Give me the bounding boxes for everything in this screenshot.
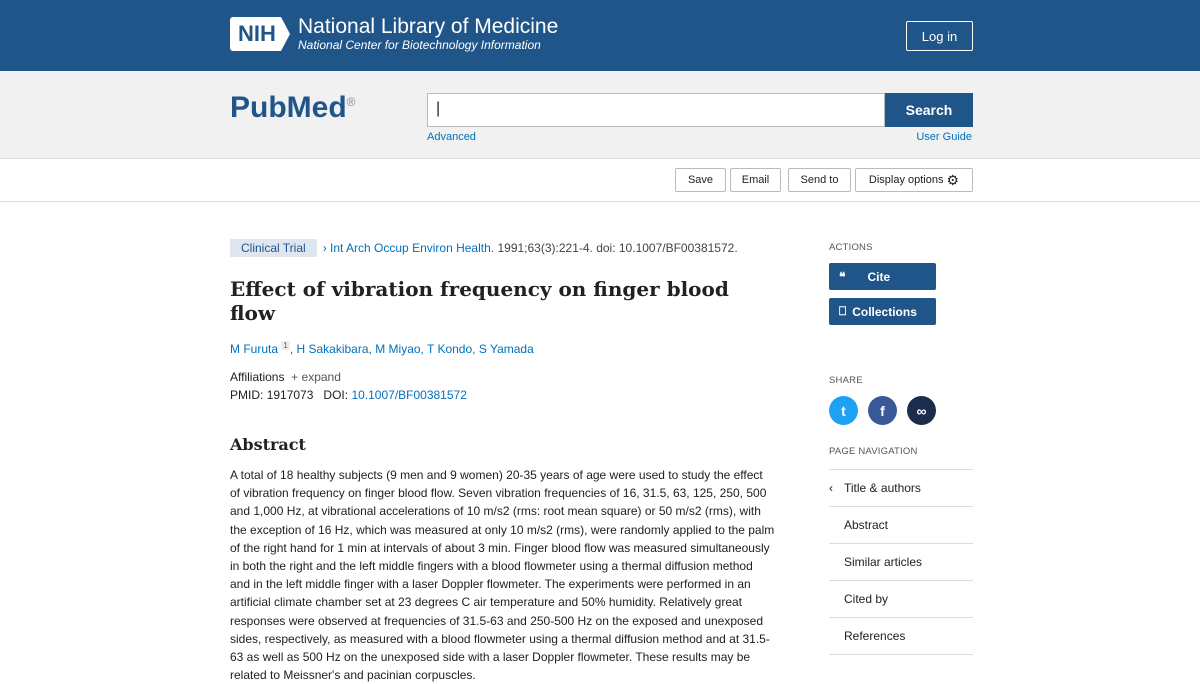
nav-cited-by[interactable]: Cited by bbox=[829, 581, 973, 618]
toolbar: Save Email Send to Display options ⚙ bbox=[0, 159, 1200, 202]
link-icon[interactable]: ∞ bbox=[907, 396, 936, 425]
abstract-text: A total of 18 healthy subjects (9 men an… bbox=[230, 468, 775, 683]
display-options-label: Display options bbox=[868, 174, 944, 186]
collections-label: Collections bbox=[852, 304, 917, 319]
chevron-left-icon: ‹ bbox=[829, 481, 833, 495]
twitter-icon[interactable]: t bbox=[829, 396, 858, 425]
cite-label: Cite bbox=[867, 269, 891, 284]
citation: 1991;63(3):221-4. doi: 10.1007/BF0038157… bbox=[497, 241, 738, 255]
search-bar: PubMed® | Search Advanced User Guide bbox=[0, 71, 1200, 159]
affiliations-label: Affiliations bbox=[230, 370, 285, 384]
send-to-button[interactable]: Send to bbox=[788, 168, 851, 192]
cite-button[interactable]: ❝ Cite bbox=[829, 263, 936, 290]
article-title: Effect of vibration frequency on finger … bbox=[230, 277, 729, 325]
abstract-heading: Abstract bbox=[230, 435, 306, 454]
nih-badge: NIH bbox=[230, 17, 290, 51]
nav-label: References bbox=[844, 629, 906, 643]
expand-label: expand bbox=[301, 370, 341, 384]
author-link[interactable]: H Sakakibara bbox=[296, 342, 369, 356]
affiliation-ref[interactable]: 1 bbox=[281, 341, 290, 350]
author-link[interactable]: S Yamada bbox=[478, 342, 534, 356]
nav-label: Cited by bbox=[844, 592, 889, 606]
sidebar: ACTIONS ❝ Cite ⎕ Collections SHARE t f ∞ P… bbox=[829, 242, 973, 655]
ids-row: PMID: 1917073 DOI: 10.1007/BF00381572 bbox=[230, 388, 775, 402]
nav-title-authors[interactable]: ‹ Title & authors bbox=[829, 470, 973, 507]
pubmed-logo[interactable]: PubMed® bbox=[230, 91, 356, 124]
ncbi-subtitle: National Center for Biotechnology Inform… bbox=[298, 38, 541, 52]
nav-label: Title & authors bbox=[844, 481, 921, 495]
nav-references[interactable]: References bbox=[829, 618, 973, 655]
actions-label: ACTIONS bbox=[829, 242, 873, 253]
journal-link[interactable]: Int Arch Occup Environ Health. bbox=[330, 241, 495, 255]
chevron-right-icon: › bbox=[322, 241, 327, 255]
doi-label: DOI: bbox=[323, 388, 349, 402]
facebook-icon[interactable]: f bbox=[868, 396, 897, 425]
advanced-link[interactable]: Advanced bbox=[427, 131, 476, 143]
nav-abstract[interactable]: Abstract bbox=[829, 507, 973, 544]
quote-icon: ❝ bbox=[839, 269, 846, 284]
nlm-title: National Library of Medicine bbox=[298, 15, 559, 38]
email-button[interactable]: Email bbox=[730, 168, 781, 192]
affiliations-row: Affiliations + expand bbox=[230, 370, 775, 384]
author-link[interactable]: M Furuta bbox=[230, 342, 279, 356]
search-button[interactable]: Search bbox=[885, 93, 973, 127]
share-label: SHARE bbox=[829, 375, 863, 386]
pubmed-logo-text: PubMed bbox=[230, 91, 347, 124]
search-input[interactable]: | bbox=[427, 93, 885, 127]
nav-label: Similar articles bbox=[844, 555, 923, 569]
author-link[interactable]: T Kondo bbox=[427, 342, 473, 356]
article-type-badge: Clinical Trial bbox=[230, 239, 317, 257]
plus-icon: + bbox=[291, 370, 299, 384]
author-link[interactable]: M Miyao bbox=[375, 342, 421, 356]
author-list: M Furuta 1, H Sakakibara, M Miyao, T Kon… bbox=[230, 341, 534, 356]
page-nav-label: PAGE NAVIGATION bbox=[829, 446, 973, 470]
nav-label: Abstract bbox=[844, 518, 889, 532]
expand-toggle[interactable]: + expand bbox=[291, 370, 341, 384]
nih-header: NIH National Library of Medicine Nationa… bbox=[0, 0, 1200, 71]
login-button[interactable]: Log in bbox=[906, 21, 973, 51]
gear-icon: ⚙ bbox=[946, 171, 960, 188]
save-button[interactable]: Save bbox=[675, 168, 726, 192]
user-guide-link[interactable]: User Guide bbox=[916, 131, 972, 143]
bookmark-icon: ⎕ bbox=[839, 304, 847, 318]
nih-logo[interactable]: NIH National Library of Medicine Nationa… bbox=[230, 16, 558, 52]
pmid-label: PMID: bbox=[230, 388, 264, 402]
pmid-value: 1917073 bbox=[266, 388, 314, 402]
display-options-button[interactable]: Display options ⚙ bbox=[855, 168, 973, 192]
collections-button[interactable]: ⎕ Collections bbox=[829, 298, 936, 325]
article: Clinical Trial › Int Arch Occup Environ H… bbox=[230, 239, 775, 684]
nav-similar-articles[interactable]: Similar articles bbox=[829, 544, 973, 581]
doi-link[interactable]: 10.1007/BF00381572 bbox=[351, 388, 467, 402]
